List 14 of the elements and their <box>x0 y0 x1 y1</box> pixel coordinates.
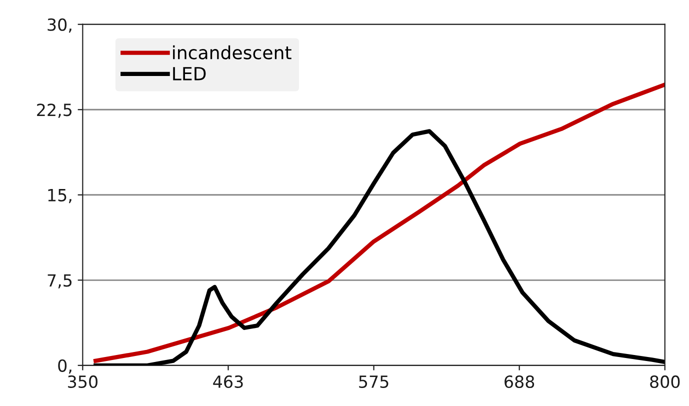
x-tick-label: 688 <box>504 375 534 388</box>
x-tick-label: 575 <box>359 376 388 388</box>
line-series <box>94 129 665 366</box>
y-tick-label: 7,5 <box>48 274 72 288</box>
legend-label: incandescent <box>173 45 292 60</box>
y-tick-label: 22,5 <box>37 104 72 118</box>
x-tick-label: 463 <box>213 375 243 388</box>
y-tick-label: 0, <box>58 359 72 374</box>
line-series <box>94 82 665 363</box>
x-tick-label: 800 <box>650 375 680 388</box>
y-tick-label: 15, <box>48 189 72 204</box>
legend-label: LED <box>173 67 206 80</box>
x-tick-label: 350 <box>68 375 98 388</box>
y-tick-label: 30, <box>48 18 72 33</box>
